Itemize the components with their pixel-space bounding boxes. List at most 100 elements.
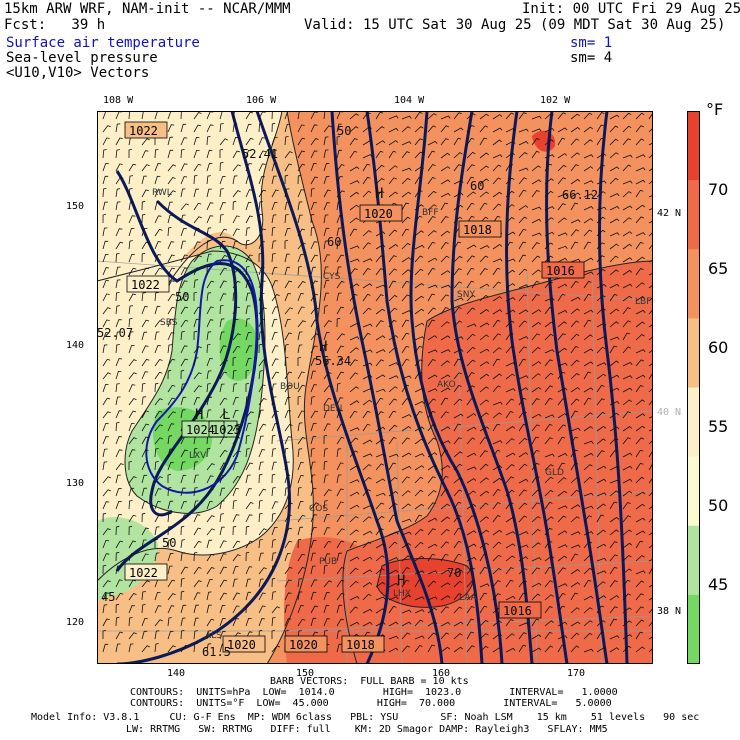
wind-barb [271,294,280,302]
wind-barb [297,514,306,523]
wind-barb [323,227,330,237]
wind-barb [414,215,423,224]
wind-barb [180,525,185,536]
wind-barb [141,189,149,198]
wind-barb [271,240,277,250]
wind-barb [375,231,386,237]
wind-barb [388,582,399,588]
wind-barb [180,644,189,653]
wind-barb [245,137,254,146]
wind-barb [232,306,240,315]
wind-barb [388,569,399,575]
wind-barb [596,164,605,172]
wind-barb [297,331,303,341]
wind-barb [297,566,306,575]
wind-barb [635,216,645,224]
wind-barb [505,476,515,484]
wind-barb [310,527,317,536]
wind-barb [492,502,501,510]
wind-barb [440,192,451,198]
wind-barb [362,154,373,159]
wind-barb [544,476,554,484]
wind-barb [349,180,360,185]
wind-barb [128,593,137,601]
wind-barb [245,474,251,484]
wind-barb [362,464,372,471]
wind-barb [518,387,529,393]
wind-barb [193,487,198,497]
wind-barb [505,346,514,354]
wind-barb [167,227,172,237]
wind-barb [310,539,317,549]
wind-barb [115,176,124,185]
wind-barb [310,448,315,458]
wind-barb [427,349,438,354]
wind-barb [193,202,202,211]
wind-barb [401,228,410,237]
wind-barb [180,487,186,497]
wind-barb [557,217,567,224]
wind-barb [583,257,594,263]
wind-barb [492,243,503,250]
wind-barb [180,228,187,237]
wind-barb [531,232,542,237]
wind-barb [349,126,359,133]
wind-barb [440,503,450,510]
wind-barb [531,321,542,328]
wind-barb [518,346,527,354]
wind-barb [635,570,646,575]
wind-barb [531,398,540,406]
wind-barb [635,268,644,276]
wind-barb [544,163,553,172]
wind-barb [557,362,568,367]
wind-barb [193,514,201,523]
wind-barb [102,240,109,250]
wind-barb [115,331,121,341]
wind-barb [440,488,449,497]
wind-barb [570,138,580,146]
wind-barb [167,293,176,302]
wind-barb [271,617,276,627]
wind-barb [544,414,555,419]
wind-barb [206,409,212,419]
wind-barb [336,618,345,627]
wind-barb [245,215,253,224]
wind-barb [375,478,386,484]
wind-barb [310,617,317,627]
wind-barb [453,127,464,133]
wind-barb [466,255,476,263]
wind-barb [349,479,360,484]
wind-barb [167,411,176,419]
wind-barb [648,439,653,445]
wind-barb [479,583,490,588]
wind-barb [245,411,254,419]
wind-barb [596,425,607,432]
wind-barb [349,359,358,367]
wind-barb [388,335,399,341]
wind-barb [583,492,594,497]
wind-barb [648,231,653,237]
wind-barb [648,387,653,393]
wind-barb [414,268,424,276]
wind-barb [206,515,215,523]
wind-barb [336,567,345,575]
wind-barb [544,580,553,588]
pressure-box-8: 1020 [289,638,318,652]
wind-barb [349,465,360,471]
wind-barb [609,321,619,328]
wind-barb [648,127,653,133]
wind-barb [323,397,332,406]
temperature-colorbar [687,111,700,664]
wind-barb [271,577,276,588]
wind-barb [180,345,188,354]
wind-barb [219,280,227,289]
wind-barb [362,423,371,432]
wind-barb [453,489,463,497]
wind-barb [128,331,134,341]
wind-barb [362,505,373,510]
wind-barb [180,306,189,315]
wind-barb [284,307,293,315]
wind-barb [258,266,265,276]
wind-barb [284,214,289,224]
wind-barb [609,595,620,601]
